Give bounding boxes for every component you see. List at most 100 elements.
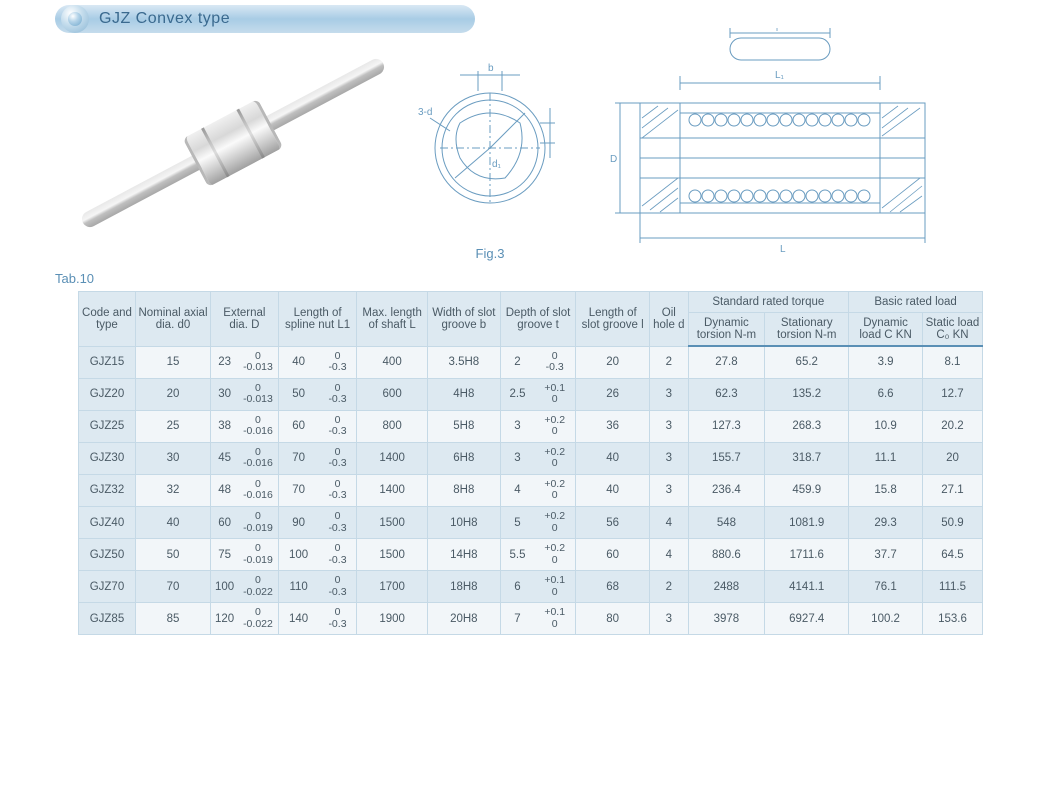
- cell-b: 20H8: [427, 603, 500, 635]
- cell-d: 3: [650, 603, 688, 635]
- cell-statT: 459.9: [765, 474, 849, 506]
- cell-L: 1500: [357, 506, 427, 538]
- cell-D: 60: [211, 506, 239, 538]
- cell-d: 3: [650, 474, 688, 506]
- cell-dynL: 10.9: [849, 410, 923, 442]
- cell-l: 80: [576, 603, 650, 635]
- cell-D-tol: 0-0.019: [238, 506, 278, 538]
- cell-l: 40: [576, 474, 650, 506]
- section-title: GJZ Convex type: [99, 10, 230, 28]
- cell-statL: 111.5: [922, 571, 982, 603]
- cell-L1-tol: 0-0.3: [319, 539, 357, 571]
- cell-d: 2: [650, 571, 688, 603]
- cell-L1-tol: 0-0.3: [319, 378, 357, 410]
- cell-t-tol: +0.20: [534, 539, 576, 571]
- cell-statT: 1081.9: [765, 506, 849, 538]
- cell-dynL: 11.1: [849, 442, 923, 474]
- cell-l: 40: [576, 442, 650, 474]
- cell-d0: 40: [135, 506, 210, 538]
- cell-t: 4: [500, 474, 534, 506]
- cell-code: GJZ15: [79, 346, 136, 378]
- cell-t-tol: +0.10: [534, 603, 576, 635]
- col-stat-load: Static load C₀ KN: [922, 313, 982, 347]
- cell-statL: 27.1: [922, 474, 982, 506]
- cell-L1-tol: 0-0.3: [319, 442, 357, 474]
- cell-L1: 90: [278, 506, 318, 538]
- col-dyn-load: Dynamic load C KN: [849, 313, 923, 347]
- cell-dynT: 27.8: [688, 346, 765, 378]
- cell-d0: 15: [135, 346, 210, 378]
- table-row: GJZ5050750-0.0191000-0.3150014H85.5+0.20…: [79, 539, 983, 571]
- side-section-diagram: l L₁: [600, 48, 940, 258]
- figures-row: b 3-d d₁ Fig.3 l: [0, 48, 1060, 261]
- cell-b: 5H8: [427, 410, 500, 442]
- svg-text:L₁: L₁: [775, 70, 785, 81]
- cell-d: 3: [650, 410, 688, 442]
- cell-dynT: 548: [688, 506, 765, 538]
- cell-L: 1400: [357, 442, 427, 474]
- cell-t-tol: +0.10: [534, 378, 576, 410]
- cell-statL: 20.2: [922, 410, 982, 442]
- table-row: GJZ85851200-0.0221400-0.3190020H87+0.108…: [79, 603, 983, 635]
- svg-text:L: L: [780, 244, 786, 255]
- cell-D: 75: [211, 539, 239, 571]
- table-row: GJZ2020300-0.013500-0.36004H82.5+0.10263…: [79, 378, 983, 410]
- svg-text:l: l: [776, 28, 778, 33]
- cell-t-tol: +0.20: [534, 474, 576, 506]
- col-b: Width of slot groove b: [427, 292, 500, 347]
- cell-statT: 65.2: [765, 346, 849, 378]
- table-row: GJZ1515230-0.013400-0.34003.5H820-0.3202…: [79, 346, 983, 378]
- cell-D-tol: 0-0.022: [238, 571, 278, 603]
- col-stat-torsion: Stationary torsion N-m: [765, 313, 849, 347]
- col-l: Length of slot groove l: [576, 292, 650, 347]
- col-L: Max. length of shaft L: [357, 292, 427, 347]
- cell-L1-tol: 0-0.3: [319, 346, 357, 378]
- svg-text:3-d: 3-d: [418, 107, 432, 118]
- cell-t-tol: +0.20: [534, 506, 576, 538]
- col-t: Depth of slot groove t: [500, 292, 575, 347]
- cell-t-tol: +0.10: [534, 571, 576, 603]
- col-torque-group: Standard rated torque: [688, 292, 849, 313]
- col-L1: Length of spline nut L1: [278, 292, 357, 347]
- table-label: Tab.10: [55, 271, 1060, 286]
- cell-t: 5: [500, 506, 534, 538]
- col-D: External dia. D: [211, 292, 279, 347]
- header-ornament-icon: [61, 5, 89, 33]
- table-row: GJZ4040600-0.019900-0.3150010H85+0.20564…: [79, 506, 983, 538]
- cell-b: 8H8: [427, 474, 500, 506]
- cell-L: 1400: [357, 474, 427, 506]
- cell-L: 400: [357, 346, 427, 378]
- cell-dynT: 236.4: [688, 474, 765, 506]
- cell-code: GJZ85: [79, 603, 136, 635]
- spec-table: Code and type Nominal axial dia. d0 Exte…: [78, 291, 983, 635]
- cell-d0: 32: [135, 474, 210, 506]
- cell-t: 2.5: [500, 378, 534, 410]
- cell-L1: 70: [278, 474, 318, 506]
- cell-dynL: 15.8: [849, 474, 923, 506]
- cell-D-tol: 0-0.013: [238, 378, 278, 410]
- cell-dynL: 100.2: [849, 603, 923, 635]
- cell-D-tol: 0-0.016: [238, 410, 278, 442]
- col-load-group: Basic rated load: [849, 292, 983, 313]
- cell-l: 20: [576, 346, 650, 378]
- col-dyn-torsion: Dynamic torsion N-m: [688, 313, 765, 347]
- cell-b: 3.5H8: [427, 346, 500, 378]
- cell-statT: 135.2: [765, 378, 849, 410]
- col-code: Code and type: [79, 292, 136, 347]
- cell-L: 800: [357, 410, 427, 442]
- table-row: GJZ70701000-0.0221100-0.3170018H86+0.106…: [79, 571, 983, 603]
- cell-D-tol: 0-0.013: [238, 346, 278, 378]
- cell-t: 3: [500, 410, 534, 442]
- cell-D: 48: [211, 474, 239, 506]
- cell-D-tol: 0-0.016: [238, 474, 278, 506]
- cell-statL: 20: [922, 442, 982, 474]
- cell-D: 45: [211, 442, 239, 474]
- cell-code: GJZ25: [79, 410, 136, 442]
- cell-L: 600: [357, 378, 427, 410]
- cell-dynT: 880.6: [688, 539, 765, 571]
- cell-d: 4: [650, 539, 688, 571]
- cell-t: 3: [500, 442, 534, 474]
- cell-dynL: 6.6: [849, 378, 923, 410]
- cell-dynT: 62.3: [688, 378, 765, 410]
- cell-statL: 8.1: [922, 346, 982, 378]
